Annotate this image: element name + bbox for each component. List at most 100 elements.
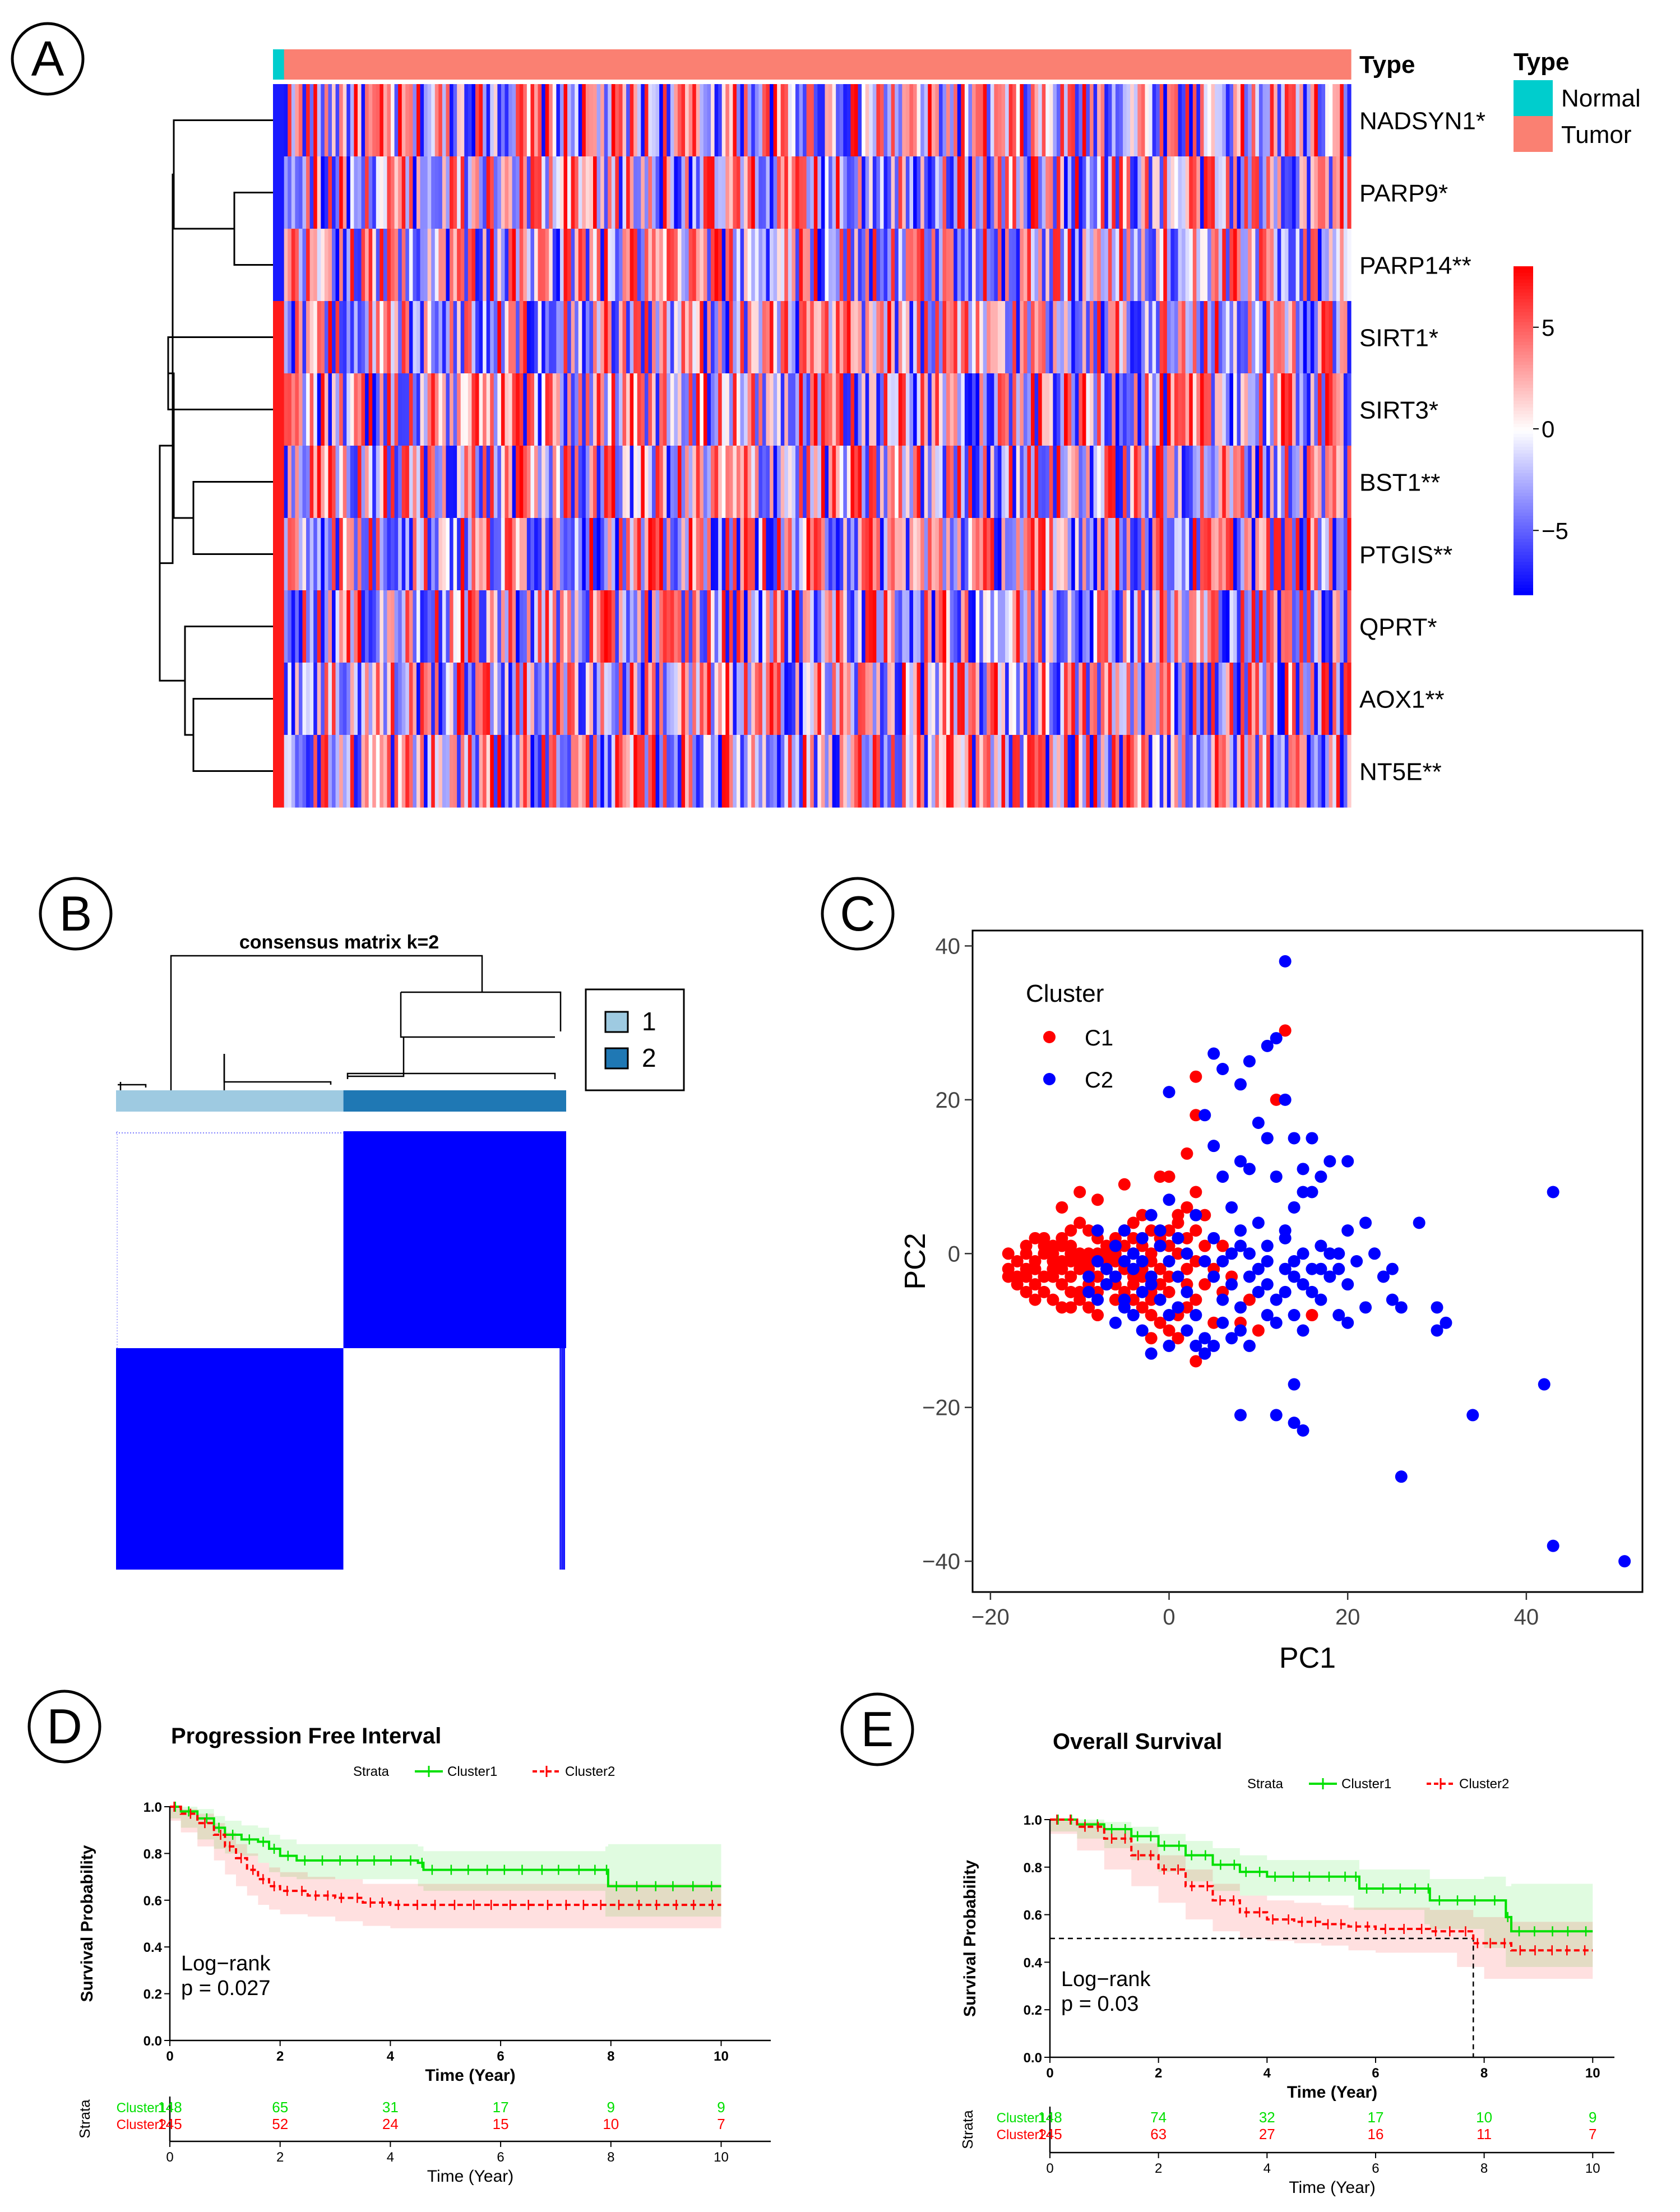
heatmap-cell <box>931 84 936 157</box>
heatmap-cell <box>1178 373 1182 446</box>
annotation-cell <box>1020 49 1024 80</box>
heatmap-cell <box>1170 663 1175 735</box>
pca-point-c2 <box>1190 1339 1202 1352</box>
heatmap-cell <box>1303 446 1307 519</box>
annotation-cell <box>563 49 568 80</box>
pca-point-c1 <box>1198 1278 1211 1291</box>
annotation-cell <box>1196 49 1201 80</box>
heatmap-cell <box>593 301 598 374</box>
heatmap-cell <box>1233 518 1238 591</box>
heatmap-cell <box>280 663 285 735</box>
heatmap-cell <box>346 156 351 229</box>
heatmap-cell <box>317 663 321 735</box>
heatmap-cell <box>1075 735 1079 808</box>
heatmap-cell <box>971 446 976 519</box>
heatmap-cell <box>1023 229 1028 302</box>
heatmap-cell <box>497 590 502 663</box>
km-ci-band <box>170 1807 721 1917</box>
heatmap-cell <box>512 229 516 302</box>
heatmap-cell <box>1049 301 1053 374</box>
heatmap-cell <box>1167 229 1172 302</box>
colorbar-step <box>1514 387 1533 392</box>
annotation-cell <box>1262 49 1267 80</box>
heatmap-cell <box>1108 663 1112 735</box>
annotation-cell <box>1045 49 1050 80</box>
heatmap-cell <box>729 373 733 446</box>
heatmap-cell <box>1023 156 1028 229</box>
heatmap-cell <box>1020 518 1024 591</box>
pca-point-c1 <box>1207 1316 1220 1329</box>
heatmap-cell <box>1321 373 1326 446</box>
heatmap-cell <box>891 590 895 663</box>
heatmap-cell <box>788 446 793 519</box>
pca-point-c1 <box>1154 1278 1167 1291</box>
heatmap-cell <box>990 301 994 374</box>
heatmap-cell <box>1145 229 1149 302</box>
heatmap-cell <box>309 373 314 446</box>
heatmap-cell <box>1097 735 1102 808</box>
heatmap-cell <box>648 156 652 229</box>
heatmap-cell <box>817 156 822 229</box>
annotation-cell <box>321 49 325 80</box>
heatmap-cell <box>493 301 498 374</box>
strata-legend-title: Strata <box>1247 1776 1284 1792</box>
annotation-cell <box>313 49 318 80</box>
heatmap-cell <box>928 301 932 374</box>
row-dendrogram <box>159 119 273 772</box>
heatmap-cell <box>405 229 410 302</box>
heatmap-cell <box>1056 590 1061 663</box>
heatmap-cell <box>464 663 469 735</box>
heatmap-cell <box>872 735 877 808</box>
heatmap-cell <box>608 590 612 663</box>
heatmap-cell <box>898 301 903 374</box>
heatmap-cell <box>1149 229 1153 302</box>
heatmap-cell <box>1130 229 1135 302</box>
heatmap-cell <box>979 735 984 808</box>
heatmap-cell <box>516 663 520 735</box>
pca-point-c2 <box>1190 1209 1202 1221</box>
pca-point-c2 <box>1181 1247 1193 1260</box>
heatmap-cell <box>505 301 509 374</box>
heatmap-cell <box>391 735 395 808</box>
heatmap-cell <box>1112 446 1116 519</box>
heatmap-cell <box>1178 518 1182 591</box>
heatmap-cell <box>1288 446 1293 519</box>
heatmap-cell <box>1292 518 1297 591</box>
heatmap-cell <box>663 663 667 735</box>
heatmap-cell <box>850 301 855 374</box>
heatmap-cell <box>1295 663 1300 735</box>
heatmap-cell <box>618 229 623 302</box>
heatmap-cell <box>538 156 542 229</box>
heatmap-cell <box>766 301 770 374</box>
pca-point-c2 <box>1172 1270 1184 1283</box>
pca-point-c2 <box>1332 1247 1345 1260</box>
heatmap-cell <box>1100 301 1105 374</box>
heatmap-cell <box>534 373 539 446</box>
heatmap-cell <box>964 301 969 374</box>
heatmap-cell <box>1332 663 1337 735</box>
annotation-cell <box>792 49 796 80</box>
consensus-block <box>343 1131 566 1348</box>
heatmap-cell <box>416 373 421 446</box>
heatmap-cell <box>1178 446 1182 519</box>
heatmap-cell <box>1020 229 1024 302</box>
pca-point-c2 <box>1234 1224 1247 1237</box>
annotation-cell <box>1270 49 1274 80</box>
pca-point-c1 <box>1047 1255 1059 1267</box>
heatmap-cell <box>1215 229 1219 302</box>
heatmap-cell <box>725 301 730 374</box>
pca-point-c2 <box>1431 1324 1443 1337</box>
x-tick-label: 0 <box>166 2049 173 2064</box>
heatmap-cell <box>1200 590 1205 663</box>
heatmap-cell <box>434 735 439 808</box>
km-curve-cluster2 <box>170 1806 721 1906</box>
heatmap-cell <box>1001 446 1006 519</box>
row-label: NT5E** <box>1359 758 1442 786</box>
heatmap-cell <box>1204 301 1208 374</box>
heatmap-cell <box>876 84 881 157</box>
heatmap-cell <box>990 735 994 808</box>
annotation-cell <box>1005 49 1010 80</box>
heatmap-cell <box>490 229 494 302</box>
heatmap-cell <box>1156 229 1160 302</box>
colorbar-step <box>1514 410 1533 415</box>
